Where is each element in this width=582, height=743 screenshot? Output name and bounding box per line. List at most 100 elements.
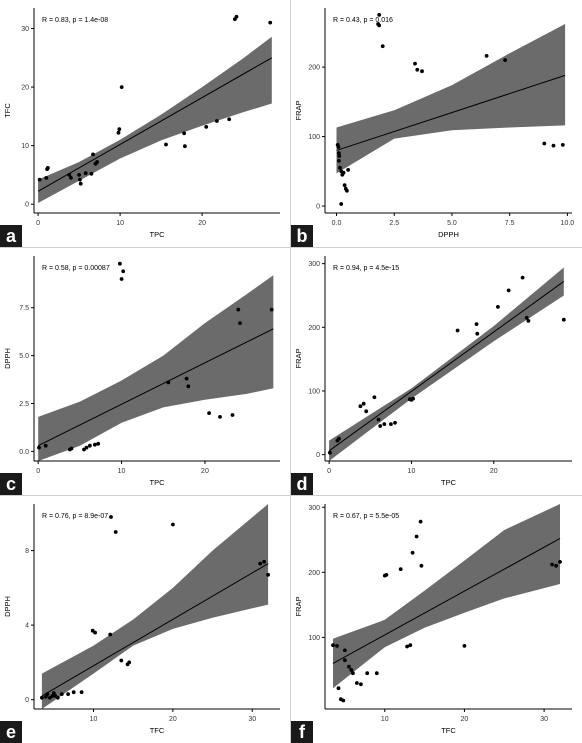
data-point — [204, 125, 209, 129]
y-tick-label: 2.5 — [19, 401, 29, 408]
correlation-annotation: R = 0.94, p = 4.5e-15 — [333, 265, 399, 272]
data-point — [475, 331, 480, 336]
data-point — [59, 692, 64, 696]
panel-d: 0 10 20 0 100 200 300 TPC FRAP R = 0.94, p = 4.5e… — [291, 248, 582, 495]
y-axis-label: DPPH — [3, 348, 12, 369]
data-point — [44, 695, 48, 699]
data-point — [230, 413, 235, 417]
divider-horizontal-1 — [0, 247, 582, 248]
data-point — [69, 446, 74, 451]
x-tick-label: 0 — [36, 468, 40, 475]
data-point — [78, 177, 82, 182]
data-point — [365, 671, 370, 676]
data-point — [269, 307, 274, 312]
data-point — [44, 176, 49, 180]
data-point — [117, 127, 122, 132]
data-point — [40, 695, 44, 700]
scatter-chart-a: 0 10 20 0 10 20 30 TPC TFC R = 0.83, p = 1.4e-08 — [3, 8, 280, 239]
panel-letter: e — [0, 721, 22, 743]
y-tick-label: 4 — [25, 623, 29, 630]
x-tick-label: 5.0 — [447, 220, 457, 227]
y-tick-label: 200 — [308, 570, 320, 577]
data-point — [341, 698, 346, 703]
y-tick-label: 5.0 — [19, 353, 29, 360]
data-point — [55, 695, 60, 700]
data-point — [339, 202, 344, 206]
correlation-annotation: R = 0.76, p = 8.9e-07 — [42, 513, 108, 520]
x-axis-label: TPC — [441, 478, 457, 487]
y-axis-label: TFC — [3, 103, 12, 118]
panel-c: 0 10 20 0.0 2.5 5.0 7.5 TPC DPPH R = 0.58, p = 0.… — [0, 248, 290, 495]
data-point — [118, 261, 122, 266]
y-axis-label: FRAP — [294, 100, 303, 120]
panel-a: 0 10 20 0 10 20 30 TPC TFC R = 0.83, p = 1.4e-08 … — [0, 0, 290, 247]
x-tick-label: 10 — [116, 220, 124, 227]
data-point — [420, 69, 424, 74]
data-point — [419, 563, 424, 568]
data-point — [119, 277, 124, 281]
x-axis-label: TFC — [150, 726, 165, 735]
data-point — [346, 168, 350, 172]
data-point — [119, 85, 124, 89]
x-tick-label: 10.0 — [561, 220, 575, 227]
y-tick-label: 0 — [316, 204, 320, 211]
x-axis-label: TFC — [441, 726, 456, 735]
data-point — [343, 658, 347, 663]
data-point — [372, 395, 377, 400]
panel-f: 10 20 30 100 200 300 TFC FRAP R = 0.67, p = 5.5e… — [291, 496, 582, 743]
data-point — [337, 151, 341, 156]
y-axis-label: FRAP — [294, 596, 303, 616]
data-point — [121, 269, 126, 274]
data-point — [374, 671, 379, 676]
regression-line — [336, 74, 566, 151]
data-point — [50, 694, 55, 698]
data-point — [95, 160, 99, 164]
data-point — [520, 275, 525, 280]
data-point — [542, 141, 547, 146]
y-tick-label: 20 — [21, 85, 29, 92]
data-point — [418, 519, 423, 524]
data-point — [93, 630, 97, 635]
x-tick-label: 0.0 — [332, 220, 342, 227]
y-tick-label: 0 — [316, 452, 320, 459]
data-point — [119, 658, 124, 663]
y-tick-label: 0 — [25, 697, 29, 704]
y-tick-label: 0.0 — [19, 449, 29, 456]
data-point — [77, 173, 81, 177]
data-point — [393, 420, 397, 425]
x-tick-label: 2.5 — [389, 220, 399, 227]
data-point — [227, 117, 232, 122]
data-point — [380, 44, 385, 49]
correlation-annotation: R = 0.58, p = 0.00087 — [42, 265, 110, 272]
data-point — [455, 328, 460, 333]
data-point — [414, 534, 419, 539]
data-point — [186, 384, 191, 389]
data-point — [166, 380, 171, 385]
data-point — [328, 450, 332, 455]
data-point — [384, 573, 389, 577]
data-point — [69, 176, 73, 180]
x-tick-label: 10 — [408, 468, 416, 475]
data-point — [84, 445, 89, 450]
data-point — [341, 170, 346, 175]
data-point — [268, 20, 273, 25]
panel-letter: c — [0, 473, 22, 495]
x-tick-label: 20 — [169, 716, 177, 723]
data-point — [382, 422, 387, 426]
regression-line — [37, 57, 273, 192]
data-point — [337, 154, 342, 158]
data-point — [405, 644, 409, 649]
data-point — [88, 443, 92, 448]
data-point — [45, 692, 50, 696]
panel-e: 10 20 30 0 4 8 TFC DPPH R = 0.76, p = 8.9e-07 e — [0, 496, 290, 743]
data-point — [359, 682, 363, 687]
data-point — [83, 171, 88, 176]
data-point — [376, 417, 381, 422]
data-point — [506, 288, 511, 293]
data-point — [215, 119, 219, 123]
data-point — [91, 152, 95, 157]
confidence-band — [38, 36, 272, 204]
y-tick-label: 100 — [308, 388, 320, 395]
scatter-chart-f: 10 20 30 100 200 300 TFC FRAP R = 0.67, p = 5.5e… — [294, 504, 572, 735]
